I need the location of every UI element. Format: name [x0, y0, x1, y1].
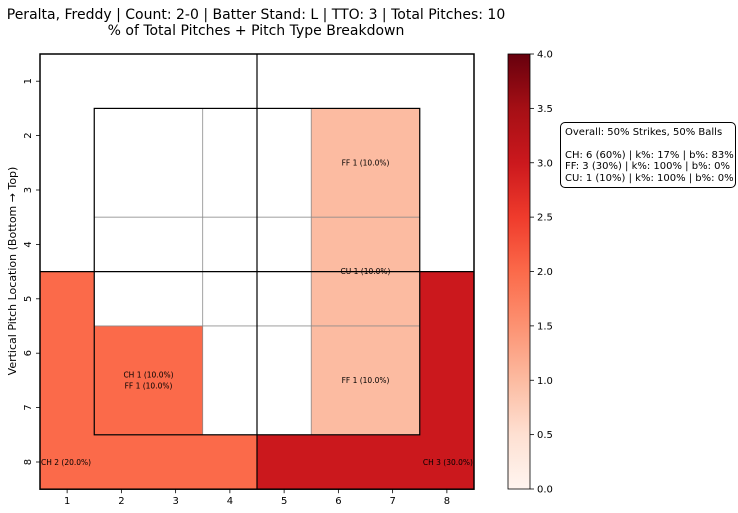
x-tick-label: 6: [335, 496, 341, 507]
colorbar-tick-label: 2.5: [537, 213, 553, 224]
colorbar-tick-label: 2.0: [537, 267, 553, 278]
colorbar: [508, 54, 530, 489]
x-tick-label: 3: [172, 496, 178, 507]
zone-cell: [93, 108, 204, 218]
axis-tick-layer: 1 2 3 4 5 6 7 8 1 2 3 4 5 6 7 8: [23, 78, 450, 507]
y-tick-label: 4: [23, 241, 34, 247]
y-axis-label: Vertical Pitch Location (Bottom → Top): [6, 167, 19, 376]
colorbar-tick-label: 1.5: [537, 321, 553, 332]
chart-subtitle: % of Total Pitches + Pitch Type Breakdow…: [108, 23, 405, 39]
colorbar-tick-label: 3.5: [537, 104, 553, 115]
pitch-summary-box: Overall: 50% Strikes, 50% Balls CH: 6 (6…: [560, 122, 736, 188]
y-tick-label: 3: [23, 187, 34, 193]
zone-cell-label: FF 1 (10.0%): [342, 376, 390, 385]
x-tick-label: 4: [227, 496, 233, 507]
pitch-type-stat-line: CU: 1 (10%) | k%: 100% | b%: 0%: [565, 172, 734, 184]
y-tick-label: 5: [23, 296, 34, 302]
colorbar-tick-layer: 0.0 0.5 1.0 1.5 2.0 2.5 3.0 3.5 4.0: [507, 50, 553, 496]
zone-cell-label: FF 1 (10.0%): [342, 158, 390, 167]
zone-cell: [310, 325, 421, 436]
pitch-type-stat-line: CH: 6 (60%) | k%: 17% | b%: 83%: [565, 149, 734, 161]
pitch-type-stat-line: FF: 3 (30%) | k%: 100% | b%: 0%: [565, 161, 730, 172]
plot-frame: [39, 53, 475, 490]
colorbar-tick-label: 4.0: [537, 50, 553, 61]
y-tick-label: 6: [23, 350, 34, 356]
x-tick-label: 5: [281, 496, 287, 507]
y-tick-label: 1: [23, 78, 34, 84]
zone-cell-label: CH 1 (10.0%) FF 1 (10.0%): [123, 370, 173, 390]
zone-cell: [93, 325, 204, 436]
x-tick-label: 8: [444, 496, 450, 507]
y-tick-label: 8: [23, 459, 34, 465]
x-tick-label: 2: [118, 496, 124, 507]
y-tick-label: 2: [23, 132, 34, 138]
chase-zone-label: CH 3 (30.0%): [423, 458, 473, 467]
chase-zone-label: CH 2 (20.0%): [41, 458, 91, 467]
colorbar-tick-label: 1.0: [537, 376, 553, 387]
colorbar-tick-label: 3.0: [537, 158, 553, 169]
colorbar-tick-label: 0.0: [537, 485, 553, 496]
strike-zone-outline: [93, 107, 421, 436]
y-tick-label: 7: [23, 404, 34, 410]
zone-outline-layer: [39, 53, 475, 490]
x-tick-label: 1: [64, 496, 70, 507]
colorbar-tick-label: 0.5: [537, 430, 553, 441]
overall-strike-ball-text: Overall: 50% Strikes, 50% Balls: [565, 127, 723, 138]
chart-title: Peralta, Freddy | Count: 2-0 | Batter St…: [7, 7, 505, 23]
x-tick-label: 7: [389, 496, 395, 507]
